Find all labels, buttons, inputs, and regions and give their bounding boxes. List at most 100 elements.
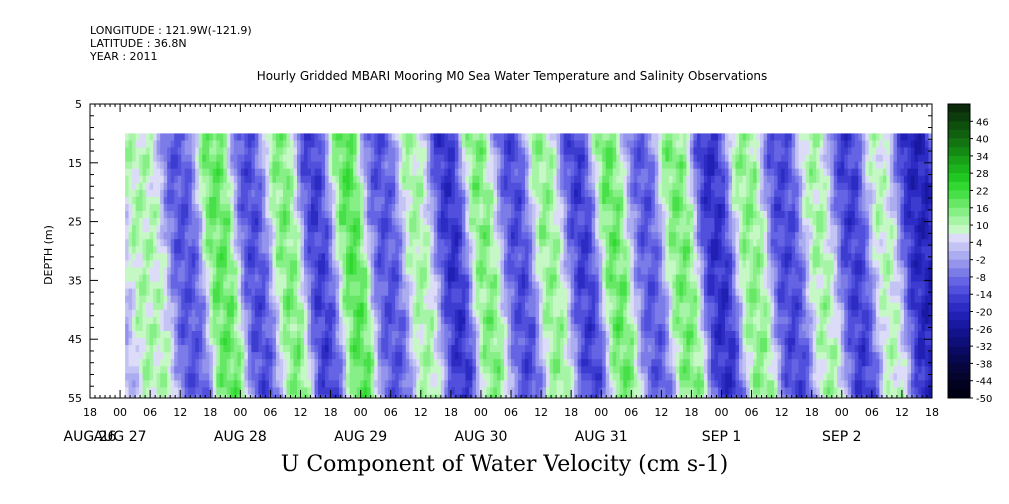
heatmap-cell: [125, 196, 129, 205]
heatmap-cell: [367, 161, 372, 170]
heatmap-cell: [128, 380, 133, 388]
heatmap-cell: [240, 295, 245, 304]
heatmap-cell: [447, 154, 452, 163]
heatmap-cell: [556, 352, 561, 360]
heatmap-cell: [318, 133, 322, 141]
heatmap-cell: [332, 267, 336, 275]
heatmap-cell: [574, 232, 579, 240]
heatmap-cell: [511, 338, 515, 346]
heatmap-cell: [416, 140, 421, 148]
heatmap-cell: [265, 253, 270, 261]
heatmap-cell: [332, 246, 336, 254]
heatmap-cell: [395, 175, 400, 184]
heatmap-cell: [532, 161, 536, 170]
heatmap-cell: [167, 168, 172, 177]
heatmap-cell: [167, 281, 172, 290]
heatmap-cell: [493, 302, 498, 311]
heatmap-cell: [170, 359, 175, 367]
heatmap-cell: [465, 154, 470, 163]
heatmap-cell: [142, 133, 147, 141]
heatmap-cell: [335, 154, 340, 163]
heatmap-cell: [177, 211, 182, 219]
heatmap-cell: [511, 267, 515, 275]
heatmap-cell: [212, 345, 217, 353]
heatmap-cell: [349, 366, 354, 374]
heatmap-cell: [581, 161, 586, 170]
heatmap-cell: [444, 175, 449, 184]
heatmap-cell: [318, 182, 322, 191]
heatmap-cell: [332, 359, 336, 367]
heatmap-cell: [261, 274, 266, 282]
heatmap-cell: [384, 133, 389, 141]
heatmap-cell: [479, 196, 484, 205]
heatmap-cell: [581, 281, 586, 290]
heatmap-cell: [574, 323, 579, 332]
heatmap-cell: [202, 380, 207, 388]
heatmap-cell: [195, 175, 200, 184]
heatmap-cell: [451, 218, 456, 226]
heatmap-cell: [237, 147, 242, 155]
heatmap-cell: [539, 366, 543, 374]
heatmap-cell: [135, 133, 140, 141]
heatmap-cell: [381, 302, 386, 311]
heatmap-cell: [195, 182, 200, 191]
heatmap-cell: [577, 359, 582, 367]
heatmap-cell: [184, 345, 189, 353]
heatmap-cell: [395, 394, 400, 399]
heatmap-cell: [360, 295, 365, 304]
heatmap-cell: [233, 211, 238, 219]
heatmap-cell: [237, 316, 242, 325]
heatmap-cell: [567, 140, 572, 148]
heatmap-cell: [416, 154, 421, 163]
heatmap-cell: [177, 323, 182, 332]
heatmap-cell: [374, 316, 379, 325]
heatmap-cell: [314, 175, 319, 184]
heatmap-cell: [160, 274, 165, 282]
heatmap-cell: [265, 295, 270, 304]
heatmap-cell: [247, 175, 252, 184]
heatmap-cell: [219, 246, 224, 254]
heatmap-cell: [160, 302, 165, 311]
heatmap-cell: [300, 147, 305, 155]
heatmap-cell: [518, 246, 522, 254]
heatmap-cell: [184, 281, 189, 290]
heatmap-cell: [444, 253, 449, 261]
heatmap-cell: [272, 140, 277, 148]
heatmap-cell: [139, 154, 144, 163]
heatmap-cell: [518, 225, 522, 233]
heatmap-cell: [423, 373, 428, 381]
heatmap-cell: [384, 274, 389, 282]
heatmap-cell: [482, 218, 487, 226]
heatmap-cell: [233, 154, 238, 163]
heatmap-cell: [156, 345, 161, 353]
heatmap-cell: [163, 295, 168, 304]
heatmap-cell: [419, 380, 424, 388]
heatmap-cell: [156, 246, 161, 254]
heatmap-cell: [465, 189, 470, 198]
heatmap-cell: [451, 309, 456, 318]
heatmap-cell: [353, 316, 358, 325]
heatmap-cell: [265, 225, 270, 233]
heatmap-cell: [184, 295, 189, 304]
heatmap-cell: [191, 302, 196, 311]
heatmap-cell: [135, 218, 140, 226]
heatmap-cell: [486, 345, 491, 353]
heatmap-cell: [475, 140, 480, 148]
heatmap-cell: [433, 260, 438, 268]
heatmap-cell: [268, 140, 273, 148]
heatmap-cell: [212, 352, 217, 360]
heatmap-cell: [268, 274, 273, 282]
heatmap-cell: [230, 147, 235, 155]
heatmap-cell: [542, 387, 547, 395]
heatmap-cell: [426, 380, 431, 388]
heatmap-cell: [532, 274, 536, 282]
heatmap-cell: [489, 267, 494, 275]
heatmap-cell: [532, 232, 536, 240]
heatmap-cell: [472, 316, 477, 325]
heatmap-cell: [461, 281, 466, 290]
heatmap-cell: [244, 394, 249, 399]
heatmap-cell: [402, 316, 407, 325]
heatmap-cell: [507, 182, 512, 191]
heatmap-cell: [567, 154, 572, 163]
heatmap-cell: [188, 211, 193, 219]
